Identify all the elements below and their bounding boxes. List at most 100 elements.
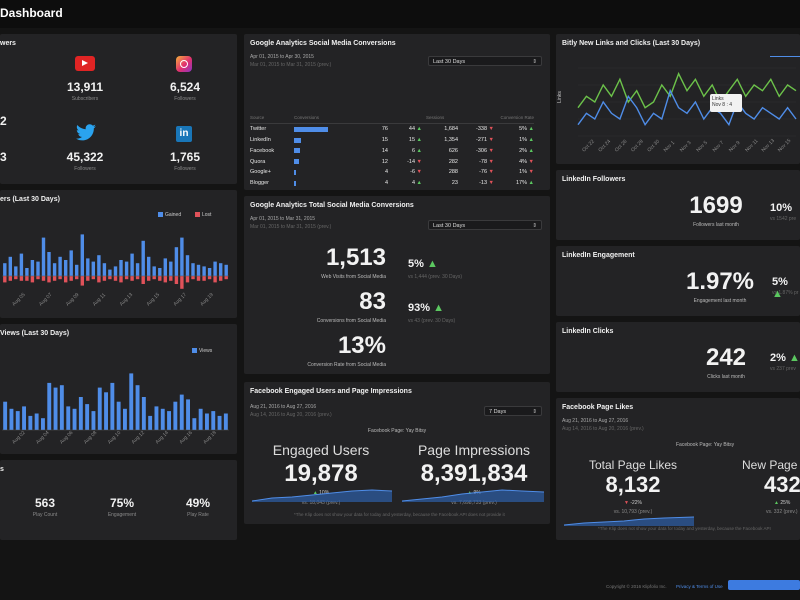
down-arrow-icon: ▼ bbox=[488, 169, 494, 176]
rate-cell: 1% ▲ bbox=[498, 135, 534, 146]
bar bbox=[36, 261, 40, 276]
web-visits-value: 1,513 bbox=[325, 244, 386, 271]
bar bbox=[108, 269, 112, 276]
sessions-cell: 626 bbox=[448, 147, 458, 154]
views-chart-panel: Views (Last 30 Days) Views Aug 02 Aug 04 A… bbox=[0, 324, 237, 454]
linkedin-icon: in bbox=[176, 126, 192, 142]
bar bbox=[34, 413, 39, 430]
bar bbox=[211, 411, 216, 430]
tick-label: Oct 28 bbox=[630, 139, 645, 154]
bar bbox=[97, 276, 101, 283]
footer-action-button[interactable] bbox=[728, 580, 800, 590]
down-arrow-icon: ▼ bbox=[528, 158, 534, 165]
legend-gained: Gained bbox=[158, 212, 181, 218]
tick-label: Aug 06 bbox=[59, 430, 75, 446]
social-followers-panel: wers 2 3 13,911 Subscribers 6,524 Follow… bbox=[0, 34, 237, 184]
bar bbox=[9, 408, 14, 430]
panel-title: Google Analytics Total Social Media Conv… bbox=[250, 202, 414, 209]
source-cell: Twitter bbox=[250, 126, 267, 133]
top-bar: Dashboard bbox=[0, 0, 800, 28]
tick-label: Aug 05 bbox=[11, 292, 27, 308]
conversions-bar bbox=[294, 137, 301, 143]
bar bbox=[113, 276, 118, 281]
panel-title: LinkedIn Followers bbox=[562, 176, 626, 183]
engaged-users-value: 19,878 bbox=[284, 460, 358, 487]
conversions-bar bbox=[294, 148, 300, 154]
footer-terms-link[interactable]: Privacy & Terms of Use bbox=[676, 584, 723, 589]
api-note: *The Klip does not show your data for to… bbox=[598, 526, 771, 531]
bar bbox=[19, 253, 24, 276]
bar bbox=[64, 260, 68, 276]
bar bbox=[202, 276, 206, 281]
source-cell: Blogger bbox=[250, 180, 269, 187]
date-range-select[interactable]: Last 30 Days ⇕ bbox=[428, 220, 542, 230]
bar bbox=[196, 264, 201, 276]
bar bbox=[116, 401, 121, 430]
bar bbox=[147, 276, 151, 281]
bar bbox=[130, 253, 134, 276]
bar bbox=[108, 276, 112, 280]
period-select[interactable]: 7 Days ⇕ bbox=[484, 406, 542, 416]
conversions-value: 83 bbox=[359, 288, 386, 315]
tick-label: Nov 15 bbox=[777, 138, 793, 154]
up-arrow-icon: ▲ bbox=[312, 490, 318, 496]
bar bbox=[148, 415, 153, 430]
bar bbox=[104, 392, 108, 430]
bar bbox=[66, 406, 71, 430]
table-row: Quora 12 -14 ▼ 282 -78 ▼ 4% ▼ bbox=[250, 156, 534, 167]
engaged-users-change: ▲ 10% bbox=[254, 490, 388, 496]
date-range-select[interactable]: Last 30 Days ⇕ bbox=[428, 56, 542, 66]
bar bbox=[152, 266, 156, 276]
bar bbox=[129, 373, 134, 430]
up-arrow-icon: ▲ bbox=[774, 500, 779, 506]
pct: 10% bbox=[319, 490, 330, 496]
linkedin-engagement-compare: vs 1.87% pr bbox=[772, 290, 799, 296]
up-arrow-icon: ▲ bbox=[416, 136, 422, 143]
conversions-bar-cell bbox=[294, 123, 366, 134]
up-arrow-icon: ▲ bbox=[416, 126, 422, 133]
down-arrow-icon: ▼ bbox=[416, 158, 422, 165]
tick-label: Nov 11 bbox=[744, 138, 759, 153]
bar bbox=[224, 276, 228, 280]
sessions-cell: 23 bbox=[451, 180, 458, 187]
tick-label: Aug 10 bbox=[107, 430, 123, 446]
chevron-down-icon: ⇕ bbox=[532, 223, 537, 229]
linkedin-followers-value: 1,765 bbox=[169, 150, 201, 164]
bar bbox=[41, 276, 46, 281]
select-value: Last 30 Days bbox=[433, 223, 466, 229]
conversions-change: 93% ▲ bbox=[408, 302, 444, 314]
conversions-change-cell: 15 ▲ bbox=[392, 135, 426, 146]
source-cell: Pocket bbox=[250, 189, 294, 190]
new-page-likes-value: 432 bbox=[764, 472, 800, 497]
panel-title: Bitly New Links and Clicks (Last 30 Days… bbox=[562, 40, 701, 47]
linkedin-followers-panel: LinkedIn Followers 1699 Followers last m… bbox=[556, 170, 800, 240]
table-row: Twitter 76 44 ▲ 1,684 -338 ▼ 5% ▲ bbox=[250, 123, 534, 134]
sessions-cell: 288 bbox=[448, 169, 458, 176]
bar bbox=[207, 276, 212, 280]
conversions-cell: 12 bbox=[381, 158, 388, 165]
bar bbox=[85, 404, 90, 430]
bar bbox=[86, 276, 90, 281]
bar bbox=[179, 394, 184, 430]
up-arrow-icon: ▲ bbox=[528, 147, 534, 154]
facebook-engaged-panel: Facebook Engaged Users and Page Impressi… bbox=[244, 382, 550, 524]
bar bbox=[198, 408, 203, 430]
date-range: Apr 01, 2015 to Mar 31, 2015 bbox=[250, 216, 316, 222]
bar bbox=[207, 268, 212, 276]
ga-total-panel: Google Analytics Total Social Media Conv… bbox=[244, 196, 550, 374]
table-row: Facebook 14 6 ▲ 626 -306 ▼ 2% ▲ bbox=[250, 145, 534, 156]
views-bar-chart: Aug 02 Aug 04 Aug 06 Aug 08 Aug 10 Aug 12 Aug … bbox=[2, 373, 229, 446]
table-row: Google+ 4 -6 ▼ 288 -76 ▼ 1% ▼ bbox=[250, 167, 534, 178]
panel-title: ers (Last 30 Days) bbox=[0, 196, 60, 203]
rate-cell: 2% ▲ bbox=[498, 145, 534, 156]
tick-label: Oct 30 bbox=[646, 139, 661, 154]
play-count-value: 563 bbox=[34, 496, 56, 510]
bar bbox=[72, 408, 77, 430]
sessions-cell: 1,354 bbox=[444, 136, 458, 143]
bar bbox=[174, 247, 179, 276]
linkedin-clicks-label: Clicks last month bbox=[707, 374, 745, 380]
linkedin-followers-change: 10% bbox=[770, 202, 793, 214]
down-arrow-icon: ▼ bbox=[488, 158, 494, 165]
bar bbox=[41, 237, 46, 276]
compare-range: Mar 01, 2015 to Mar 31, 2015 (prev.) bbox=[250, 62, 332, 68]
